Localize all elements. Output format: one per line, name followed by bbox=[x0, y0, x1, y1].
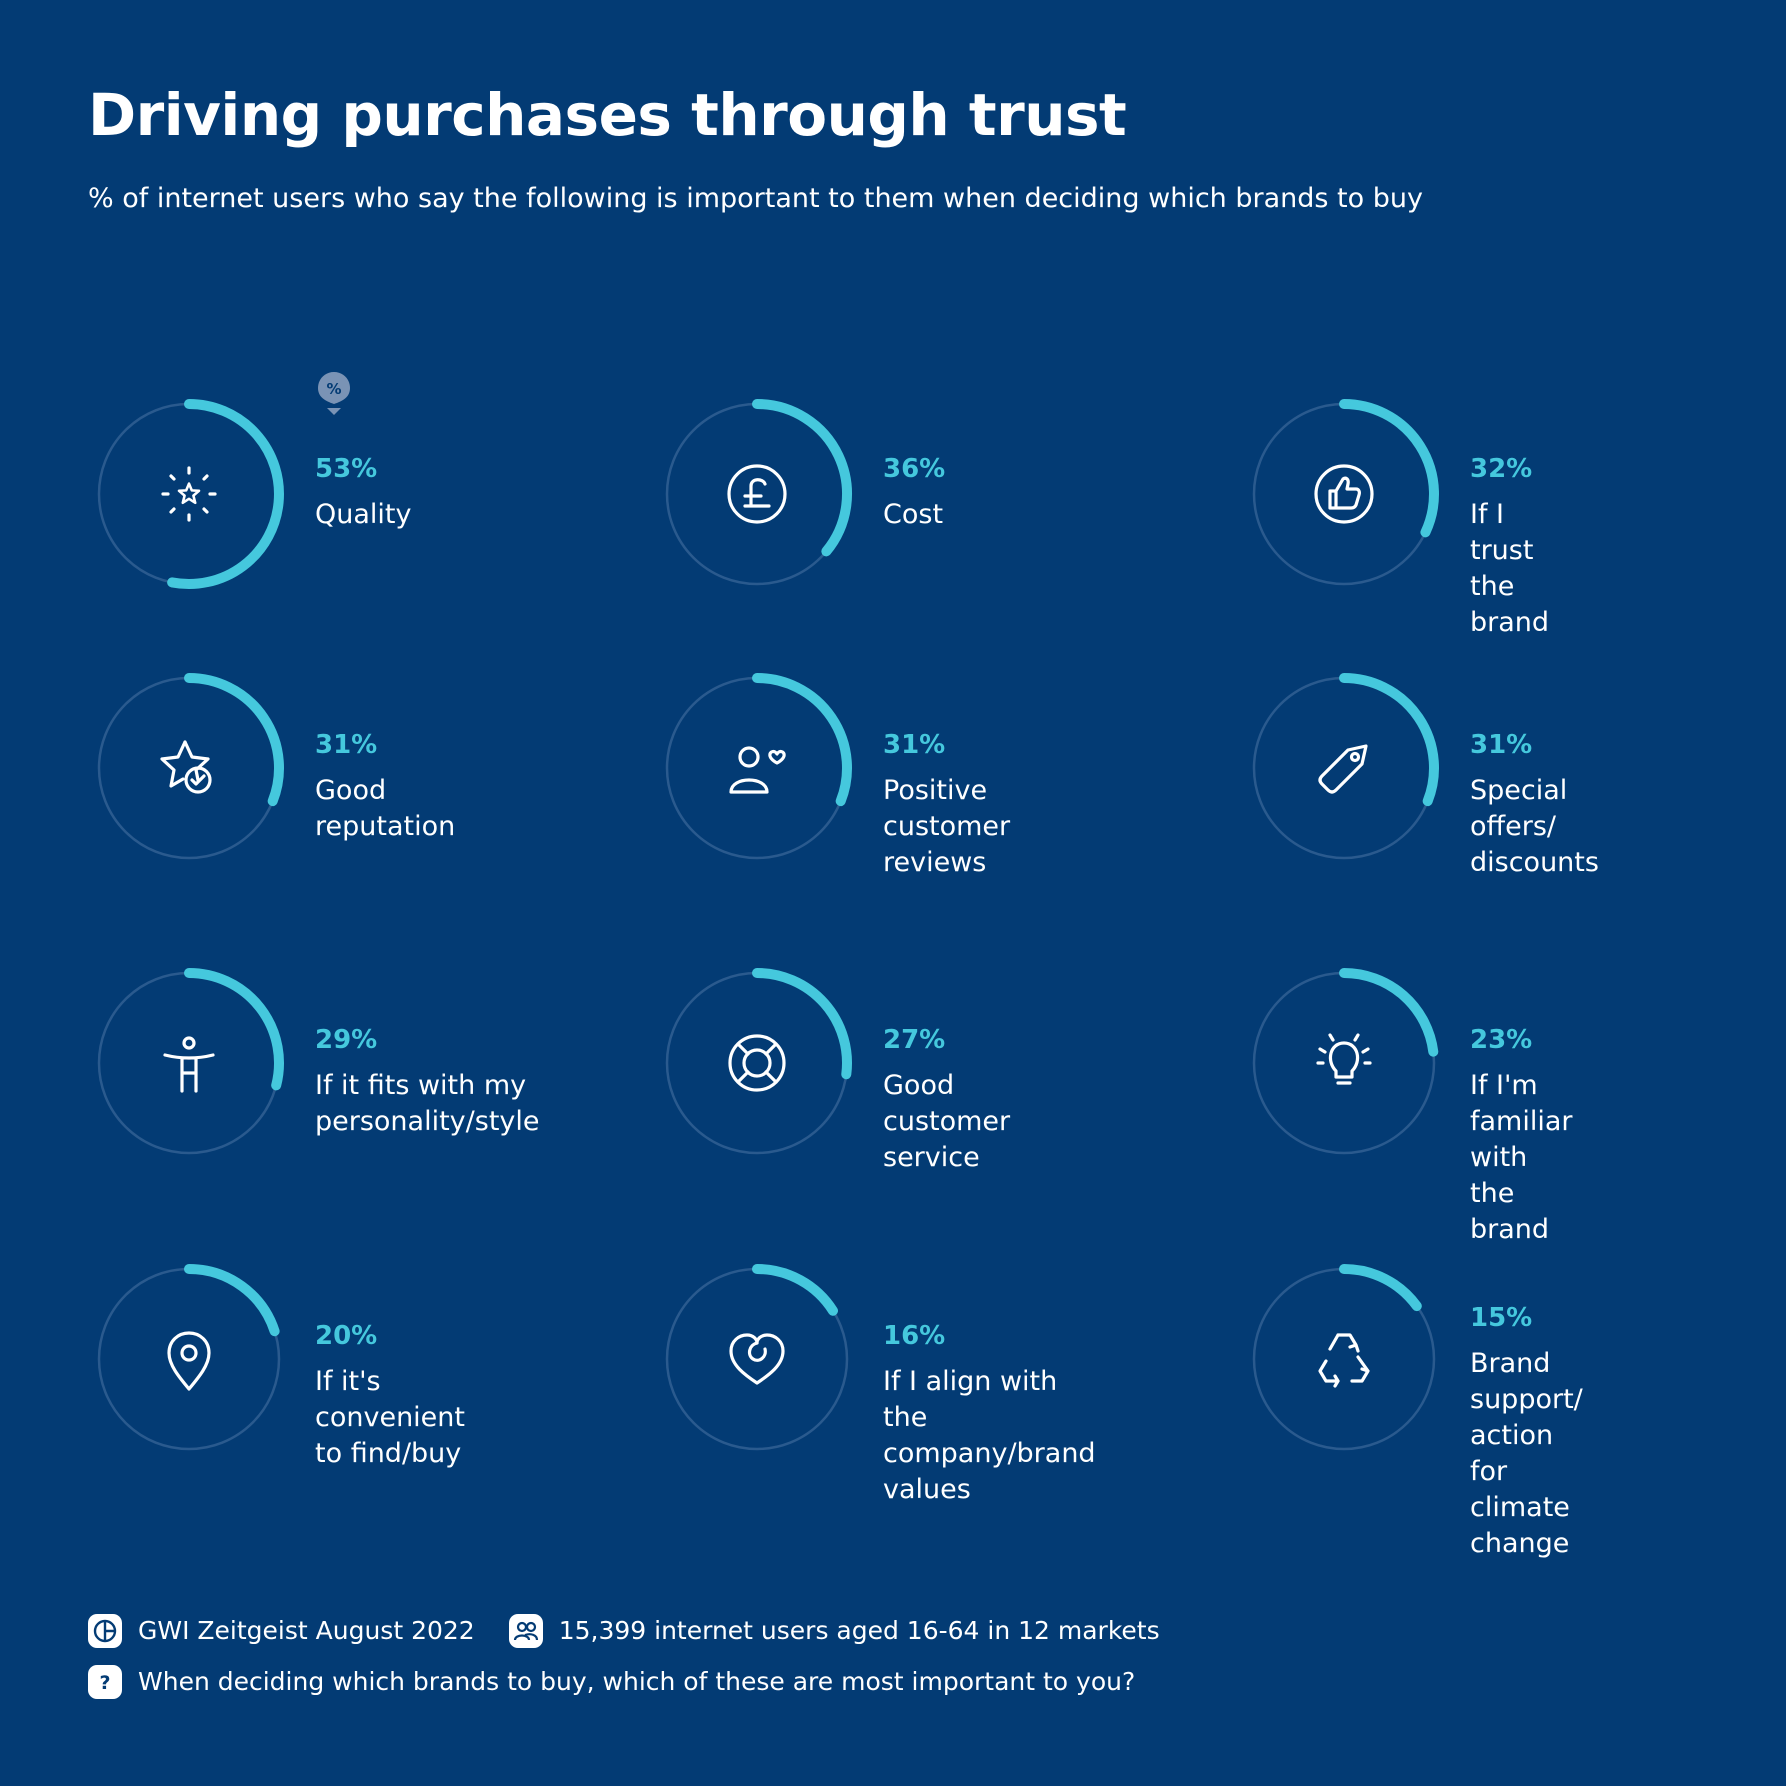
metric-label: Cost bbox=[883, 499, 944, 530]
progress-arc bbox=[752, 399, 853, 557]
person-heart-icon bbox=[729, 746, 786, 794]
footer-question-row: ? When deciding which brands to buy, whi… bbox=[88, 1665, 1135, 1699]
metric-text: 29% If it fits with my personality/style bbox=[315, 1024, 540, 1140]
person-arms-icon bbox=[163, 1036, 215, 1093]
metric-label: Special offers/ discounts bbox=[1470, 775, 1599, 878]
pound-coin-icon bbox=[727, 464, 787, 524]
progress-arc bbox=[184, 968, 284, 1091]
question-icon: ? bbox=[88, 1665, 122, 1699]
heart-icon bbox=[729, 1333, 785, 1385]
metric-value: 36% bbox=[883, 454, 946, 484]
metric-value: 31% bbox=[1470, 730, 1533, 760]
users-icon bbox=[508, 1614, 543, 1648]
metric-value: 20% bbox=[315, 1321, 378, 1351]
sparkle-star-icon bbox=[161, 466, 217, 522]
metric-label: If it fits with my personality/style bbox=[315, 1070, 540, 1137]
progress-ring bbox=[1243, 667, 1445, 869]
progress-arc bbox=[752, 673, 852, 807]
footer-question: When deciding which brands to buy, which… bbox=[138, 1667, 1136, 1696]
metric-label: Positive customer reviews bbox=[883, 775, 1011, 878]
progress-ring bbox=[88, 667, 290, 869]
metric-value: 29% bbox=[315, 1025, 378, 1055]
metric-value: 16% bbox=[883, 1321, 946, 1351]
progress-ring bbox=[656, 962, 858, 1164]
chart-subtitle: % of internet users who say the followin… bbox=[88, 183, 1423, 214]
metric-label: Quality bbox=[315, 499, 412, 530]
lifebuoy-icon bbox=[728, 1034, 786, 1092]
metric-value: 23% bbox=[1470, 1025, 1533, 1055]
metric-value: 53% bbox=[315, 454, 378, 484]
metric-text: 31% Good reputation bbox=[315, 729, 455, 845]
footer-source: GWI Zeitgeist August 2022 bbox=[138, 1616, 475, 1645]
metric-text: 20% If it's convenient to find/buy bbox=[315, 1320, 465, 1472]
metric-text: 23% If I'm familiar with the brand bbox=[1470, 1024, 1573, 1248]
metric-text: 32% If I trust the brand bbox=[1470, 453, 1549, 641]
metric-value: 31% bbox=[883, 730, 946, 760]
metric-text: 53% Quality bbox=[315, 453, 411, 533]
metric-label: If I align with the company/brand values bbox=[883, 1366, 1096, 1505]
progress-ring bbox=[1243, 962, 1445, 1164]
progress-arc bbox=[167, 399, 284, 589]
metric-label: If I'm familiar with the brand bbox=[1470, 1070, 1573, 1245]
progress-ring bbox=[1243, 1258, 1445, 1460]
progress-ring bbox=[88, 962, 290, 1164]
metric-value: 32% bbox=[1470, 454, 1533, 484]
progress-ring bbox=[88, 393, 290, 595]
footer-source-row: GWI Zeitgeist August 2022 15,399 interne… bbox=[88, 1614, 1160, 1648]
percent-marker-icon: % bbox=[318, 372, 350, 415]
percent-marker-label: % bbox=[326, 380, 341, 398]
metric-value: 15% bbox=[1470, 1303, 1533, 1333]
metric-label: Good reputation bbox=[315, 775, 456, 842]
metric-text: 27% Good customer service bbox=[883, 1024, 1010, 1176]
metric-text: 15% Brand support/ action for climate cha… bbox=[1470, 1302, 1583, 1562]
thumbs-up-icon bbox=[1314, 464, 1374, 524]
progress-ring bbox=[656, 393, 858, 595]
svg-text:?: ? bbox=[99, 1672, 110, 1694]
metric-text: 36% Cost bbox=[883, 453, 945, 533]
progress-arc bbox=[752, 1264, 838, 1316]
progress-arc bbox=[1339, 1264, 1422, 1312]
metric-label: If I trust the brand bbox=[1470, 499, 1550, 638]
progress-arc bbox=[1339, 399, 1439, 538]
footer-sample: 15,399 internet users aged 16-64 in 12 m… bbox=[558, 1616, 1160, 1645]
star-check-icon bbox=[160, 740, 212, 794]
metric-label: If it's convenient to find/buy bbox=[315, 1366, 465, 1469]
map-pin-icon bbox=[167, 1331, 211, 1391]
progress-arc bbox=[1339, 968, 1439, 1057]
metric-value: 31% bbox=[315, 730, 378, 760]
progress-ring bbox=[88, 1258, 290, 1460]
progress-arc bbox=[184, 1264, 280, 1337]
progress-ring bbox=[1243, 393, 1445, 595]
price-tag-icon bbox=[1318, 744, 1368, 794]
progress-ring bbox=[656, 1258, 858, 1460]
lightbulb-icon bbox=[1316, 1033, 1372, 1085]
metric-label: Good customer service bbox=[883, 1070, 1011, 1173]
progress-arc bbox=[184, 673, 284, 807]
chart-title: Driving purchases through trust bbox=[88, 81, 1127, 149]
progress-ring bbox=[656, 667, 858, 869]
metric-text: 31% Positive customer reviews bbox=[883, 729, 1010, 881]
recycle-icon bbox=[1318, 1333, 1370, 1388]
progress-arc bbox=[752, 968, 852, 1080]
metric-text: 31% Special offers/ discounts bbox=[1470, 729, 1599, 881]
metric-value: 27% bbox=[883, 1025, 946, 1055]
progress-arc bbox=[1339, 673, 1439, 807]
metric-label: Brand support/ action for climate change bbox=[1470, 1348, 1583, 1559]
gwi-logo-icon bbox=[88, 1614, 122, 1648]
metric-text: 16% If I align with the company/brand val… bbox=[883, 1320, 1096, 1508]
